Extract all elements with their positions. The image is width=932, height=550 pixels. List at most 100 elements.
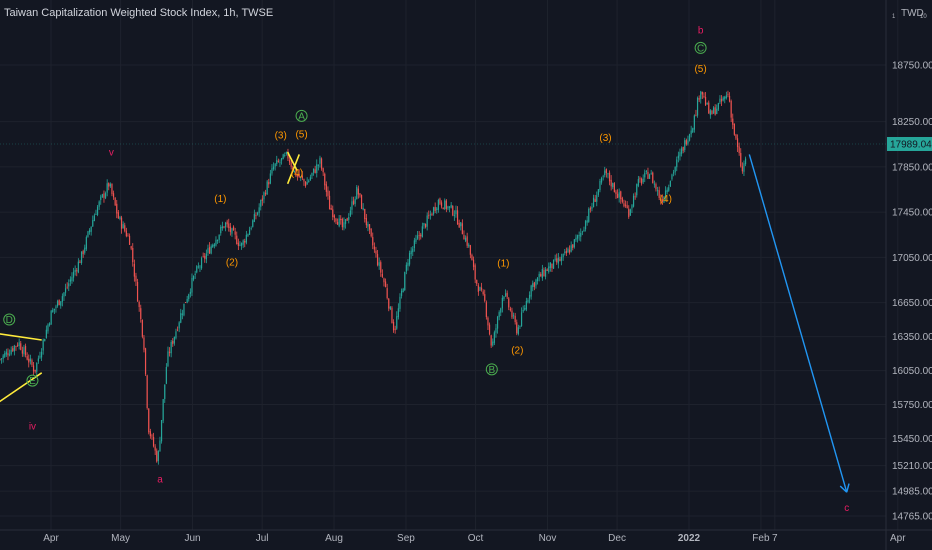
candle xyxy=(432,206,435,216)
channel-line[interactable] xyxy=(0,333,42,341)
candle xyxy=(530,284,532,300)
candle xyxy=(229,222,231,236)
y-tick-label: 18250.00 xyxy=(892,117,932,128)
candle xyxy=(336,218,339,225)
candle xyxy=(0,358,1,361)
candle xyxy=(124,222,126,233)
candle xyxy=(164,384,166,403)
candle xyxy=(319,155,321,168)
y-tick-label: 15750.00 xyxy=(892,400,932,411)
candle xyxy=(304,180,307,188)
candle xyxy=(647,167,649,179)
time-axis[interactable]: Apr May Jun Jul Aug Sep Oct Nov Dec 2022 Feb 7 Apr xyxy=(0,529,932,544)
price-axis[interactable]: 18750.00 18250.00 17850.00 17450.00 17050.00… xyxy=(885,0,932,550)
candle xyxy=(578,231,580,241)
candle xyxy=(396,311,398,330)
candle xyxy=(548,262,550,274)
candle xyxy=(244,238,246,248)
candle xyxy=(293,170,295,174)
candle xyxy=(495,323,497,338)
candle xyxy=(96,204,99,217)
currency-prefix: 1 xyxy=(892,14,896,20)
y-tick-label: 17450.00 xyxy=(892,208,932,219)
wave-label[interactable]: (3) xyxy=(275,131,287,142)
candle xyxy=(629,208,631,216)
wave-label-text: b xyxy=(698,25,704,36)
candle xyxy=(335,217,337,225)
candle xyxy=(535,278,537,289)
candle xyxy=(236,231,238,245)
wave-label[interactable]: a xyxy=(157,475,163,486)
candle xyxy=(0,357,3,364)
wave-label[interactable]: E xyxy=(26,374,39,387)
x-tick-label: Oct xyxy=(468,533,484,544)
candle xyxy=(642,174,644,185)
channel-line[interactable] xyxy=(286,154,300,185)
candle xyxy=(690,125,692,138)
x-tick-label: Apr xyxy=(890,533,906,544)
candle xyxy=(324,172,326,190)
candle xyxy=(648,173,651,179)
candle xyxy=(485,300,487,320)
candle xyxy=(698,95,700,103)
x-tick-label: Jun xyxy=(184,533,200,544)
wave-label[interactable]: c xyxy=(844,503,849,514)
wave-label[interactable]: (5) xyxy=(694,64,706,75)
wave-label[interactable]: (1) xyxy=(497,258,509,269)
candle xyxy=(674,166,676,176)
candle xyxy=(527,298,529,304)
candle xyxy=(570,241,572,253)
candle xyxy=(407,258,409,271)
candle xyxy=(197,262,199,269)
wave-label[interactable]: v xyxy=(109,148,114,159)
wave-label[interactable]: (4) xyxy=(291,168,303,179)
wave-label[interactable]: (1) xyxy=(214,194,226,205)
channel-line[interactable] xyxy=(286,151,298,171)
candle xyxy=(112,190,115,200)
wave-label[interactable]: (3) xyxy=(599,133,611,144)
candle xyxy=(744,156,747,167)
wave-label[interactable]: (4) xyxy=(660,194,672,205)
wave-label[interactable]: A xyxy=(295,109,308,122)
wave-label-text: (2) xyxy=(226,257,238,268)
projection-arrow-line[interactable] xyxy=(748,154,848,493)
candle xyxy=(15,345,17,351)
candle xyxy=(554,254,556,262)
candle xyxy=(306,177,308,185)
wave-label[interactable]: b xyxy=(698,25,704,36)
candle xyxy=(727,90,729,98)
candle xyxy=(424,223,427,229)
candle xyxy=(13,344,15,356)
wave-label[interactable]: (5) xyxy=(295,129,307,140)
channel-line[interactable] xyxy=(0,372,43,405)
candle xyxy=(64,283,67,297)
candle xyxy=(519,325,521,329)
candle xyxy=(418,231,420,241)
candle xyxy=(365,213,367,229)
y-tick-label: 17850.00 xyxy=(892,162,932,173)
candle xyxy=(343,217,345,231)
candle xyxy=(532,280,534,292)
candle xyxy=(42,338,44,355)
candle xyxy=(714,104,716,116)
candle xyxy=(658,186,660,201)
candle xyxy=(732,113,734,130)
candle xyxy=(711,109,713,115)
candle xyxy=(602,174,604,181)
wave-label[interactable]: (2) xyxy=(226,257,238,268)
candle xyxy=(536,276,539,285)
candle xyxy=(468,242,470,248)
wave-label[interactable]: D xyxy=(3,313,16,326)
candle xyxy=(44,338,46,342)
candle xyxy=(354,196,356,207)
candle xyxy=(170,340,172,358)
candle xyxy=(111,183,113,197)
wave-label[interactable]: (2) xyxy=(511,346,523,357)
currency-label[interactable]: TWD xyxy=(901,8,924,19)
candle xyxy=(330,204,332,211)
wave-label[interactable]: C xyxy=(694,41,707,54)
wave-label[interactable]: B xyxy=(485,363,498,376)
wave-label[interactable]: iv xyxy=(29,421,36,432)
